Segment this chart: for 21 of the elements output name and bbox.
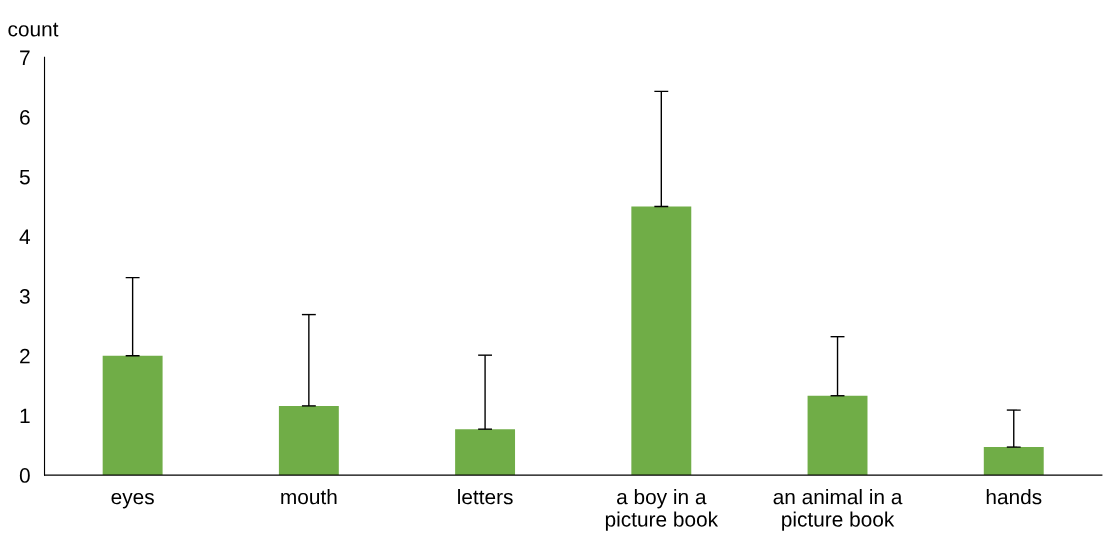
y-tick-label: 7 bbox=[20, 50, 30, 65]
bar bbox=[631, 206, 692, 476]
bar bbox=[278, 405, 339, 476]
x-tick-label: hands bbox=[986, 489, 1042, 505]
bar bbox=[807, 395, 868, 476]
y-tick-label: 3 bbox=[19, 289, 30, 304]
x-tick-label: mouth bbox=[281, 489, 337, 505]
x-tick-label: a boy in a picture book bbox=[605, 489, 719, 531]
bar bbox=[455, 429, 516, 476]
bar bbox=[102, 355, 163, 476]
bar bbox=[983, 447, 1044, 476]
y-tick-label: 5 bbox=[19, 169, 30, 185]
x-tick-label: an animal in a picture book bbox=[773, 489, 903, 531]
y-axis-title: count bbox=[8, 22, 59, 37]
x-tick-label: eyes bbox=[111, 492, 154, 509]
y-tick-label: 1 bbox=[20, 408, 30, 423]
y-tick-label: 4 bbox=[19, 229, 31, 244]
x-tick-label: letters bbox=[458, 489, 513, 505]
y-tick-label: 2 bbox=[20, 348, 30, 364]
y-tick-label: 0 bbox=[19, 468, 30, 483]
y-tick-label: 6 bbox=[20, 110, 30, 125]
